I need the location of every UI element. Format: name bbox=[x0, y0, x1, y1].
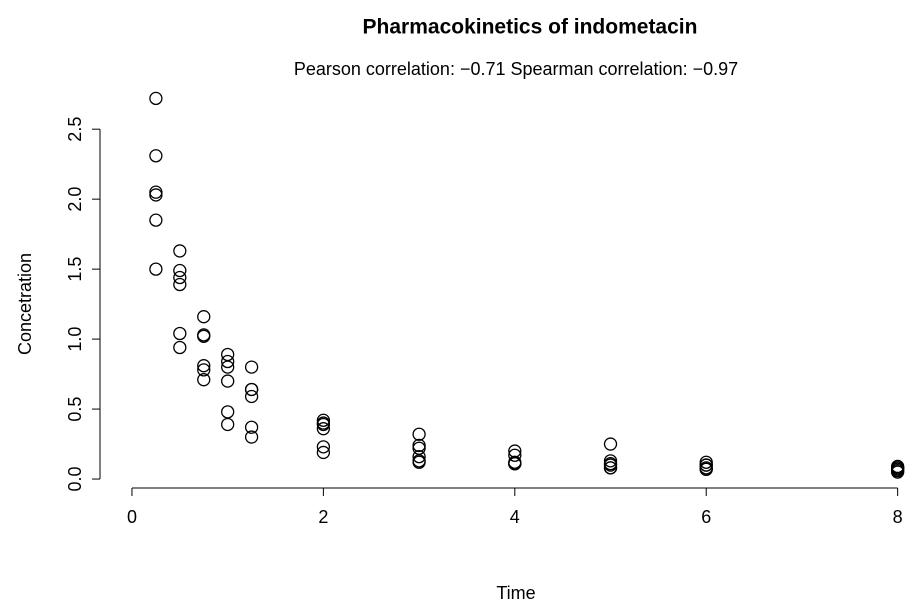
point bbox=[221, 374, 235, 388]
point bbox=[508, 456, 522, 471]
point bbox=[221, 347, 235, 362]
point bbox=[221, 354, 235, 369]
x-tick-label: 4 bbox=[510, 507, 520, 527]
point bbox=[197, 363, 211, 377]
point bbox=[173, 326, 187, 341]
point bbox=[603, 454, 618, 468]
point bbox=[149, 262, 163, 276]
chart-subtitle: Pearson correlation: −0.71 Spearman corr… bbox=[294, 59, 738, 79]
point bbox=[603, 461, 618, 475]
x-axis-label: Time bbox=[496, 583, 535, 603]
chart-title: Pharmacokinetics of indometacin bbox=[363, 16, 698, 39]
x-tick-label: 6 bbox=[701, 507, 711, 527]
point bbox=[316, 413, 331, 427]
point bbox=[412, 450, 426, 464]
point bbox=[699, 458, 713, 472]
y-tick-label: 2.0 bbox=[65, 187, 85, 212]
point bbox=[197, 310, 211, 324]
point bbox=[149, 185, 163, 199]
point bbox=[244, 360, 259, 374]
y-axis-label: Concetration bbox=[15, 253, 35, 355]
point bbox=[699, 462, 713, 476]
point bbox=[508, 448, 522, 462]
point bbox=[316, 422, 331, 436]
point bbox=[197, 328, 211, 342]
point bbox=[244, 430, 259, 444]
point bbox=[890, 463, 905, 478]
point bbox=[244, 389, 259, 404]
y-tick-label: 1.5 bbox=[65, 257, 85, 282]
point bbox=[197, 359, 211, 373]
point bbox=[221, 405, 235, 419]
point bbox=[173, 244, 187, 258]
point bbox=[149, 91, 163, 106]
point bbox=[244, 382, 259, 397]
y-tick-label: 2.5 bbox=[65, 117, 85, 142]
point bbox=[412, 427, 426, 441]
point bbox=[149, 188, 163, 202]
point bbox=[173, 263, 187, 278]
point bbox=[412, 454, 426, 468]
x-tick-label: 8 bbox=[893, 507, 903, 527]
point bbox=[173, 270, 187, 285]
y-tick-label: 0.0 bbox=[65, 467, 85, 492]
y-tick-label: 0.5 bbox=[65, 397, 85, 422]
point bbox=[197, 373, 211, 387]
point bbox=[244, 420, 259, 434]
point bbox=[173, 340, 187, 355]
point bbox=[603, 437, 618, 451]
y-tick-label: 1.0 bbox=[65, 327, 85, 352]
point bbox=[316, 440, 331, 454]
point bbox=[221, 417, 235, 432]
point bbox=[890, 459, 905, 474]
point bbox=[316, 445, 331, 460]
x-tick-label: 2 bbox=[318, 507, 328, 527]
point bbox=[173, 277, 187, 292]
x-tick-label: 0 bbox=[127, 507, 137, 527]
point bbox=[412, 438, 426, 453]
point bbox=[149, 213, 163, 227]
point bbox=[149, 149, 163, 163]
